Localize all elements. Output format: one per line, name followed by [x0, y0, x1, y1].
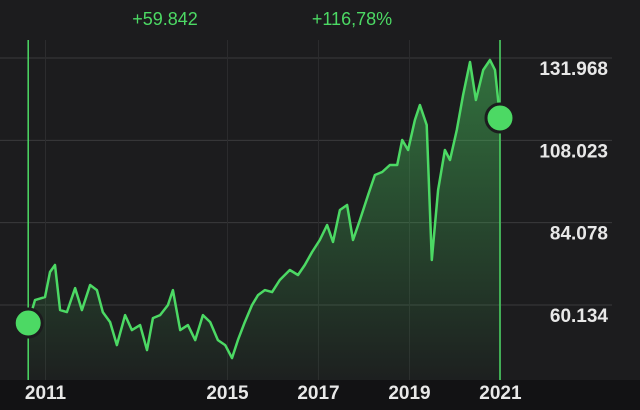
y-tick-label: 60.134	[550, 306, 609, 327]
x-tick-label: 2011	[25, 383, 67, 404]
x-axis-band	[0, 380, 640, 410]
x-tick-label: 2017	[297, 383, 339, 404]
area-fill	[28, 60, 500, 380]
x-tick-label: 2021	[479, 383, 522, 404]
change-value: +59.842	[132, 9, 198, 29]
end-point	[484, 102, 516, 134]
change-percent: +116,78%	[312, 9, 392, 29]
y-tick-label: 108.023	[539, 141, 608, 162]
y-tick-label: 131.968	[539, 59, 608, 80]
x-tick-label: 2019	[388, 383, 430, 404]
start-point	[12, 307, 44, 339]
x-tick-label: 2015	[206, 383, 249, 404]
y-tick-label: 84.078	[550, 224, 608, 245]
price-line	[27, 58, 502, 360]
